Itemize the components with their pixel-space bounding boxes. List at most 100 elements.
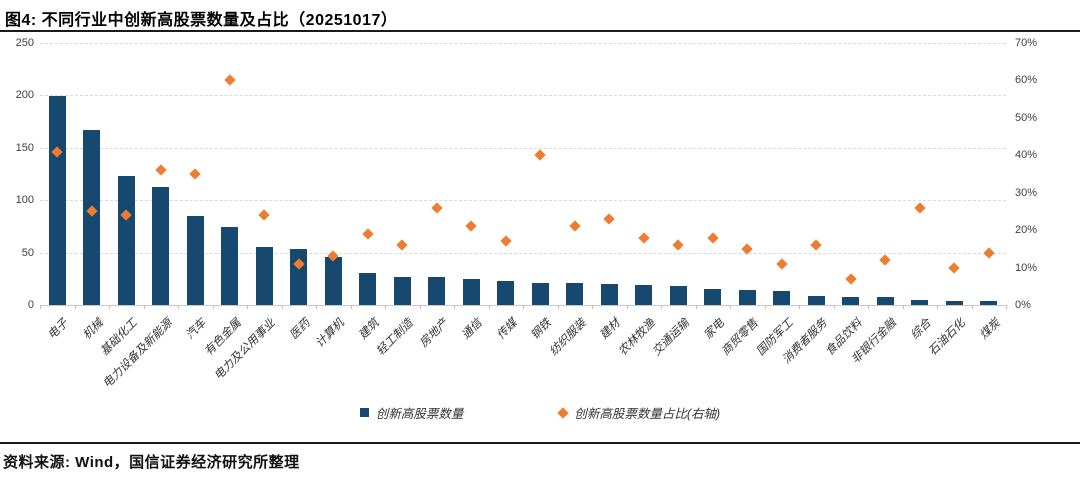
scatter-point	[396, 239, 408, 251]
scatter-point	[465, 220, 477, 233]
right-axis-tick-label: 30%	[1015, 186, 1038, 199]
bar	[566, 282, 584, 305]
x-axis-tick	[212, 305, 214, 309]
x-axis-tick	[1006, 305, 1007, 309]
plot-area	[40, 43, 1007, 309]
bar	[359, 272, 377, 305]
left-axis-tick-label: 200	[15, 89, 34, 102]
scatter-point	[155, 164, 167, 176]
bar	[255, 247, 273, 305]
x-axis-tick	[592, 305, 593, 309]
bar	[221, 227, 239, 305]
right-axis-tick-label: 70%	[1015, 37, 1038, 49]
gridline	[40, 200, 1006, 202]
x-axis-tick	[40, 305, 41, 309]
scatter-point	[362, 228, 374, 240]
right-axis-tick-label: 10%	[1015, 261, 1038, 274]
scatter-point	[707, 231, 719, 244]
x-axis-tick	[454, 305, 455, 309]
x-axis-tick	[178, 305, 179, 309]
x-axis-tick	[764, 305, 766, 309]
title-divider	[0, 30, 1080, 32]
x-axis-tick	[799, 305, 800, 309]
scatter-point	[845, 273, 857, 285]
scatter-point	[569, 220, 581, 233]
scatter-point	[776, 258, 788, 270]
gridline	[40, 43, 1006, 44]
scatter-series-marker-icon	[557, 406, 570, 419]
bar	[980, 300, 998, 305]
gridline	[40, 147, 1006, 149]
gridline	[40, 95, 1006, 97]
bar	[945, 300, 963, 305]
x-axis-tick	[109, 305, 110, 309]
source-note: 资料来源: Wind，国信证券经济研究所整理	[3, 454, 300, 471]
scatter-point	[189, 168, 201, 180]
x-axis-tick	[695, 305, 697, 309]
bar	[876, 296, 894, 305]
left-axis-tick-label: 0	[27, 299, 34, 311]
x-axis-tick	[350, 305, 352, 309]
x-axis-tick	[419, 305, 421, 309]
legend: 创新高股票数量 创新高股票数量占比(右轴)	[0, 403, 1080, 422]
x-axis-tick	[868, 305, 869, 309]
scatter-point	[224, 74, 236, 87]
scatter-point	[914, 202, 926, 214]
bar	[635, 285, 653, 305]
legend-label-bar-series: 创新高股票数量	[375, 407, 464, 421]
x-axis-tick	[937, 305, 938, 309]
x-axis-tick	[143, 305, 145, 309]
right-axis-tick-label: 50%	[1015, 111, 1038, 124]
scatter-point	[810, 239, 822, 251]
footer-divider	[0, 442, 1080, 444]
x-axis-tick	[902, 305, 904, 309]
gridline	[40, 252, 1006, 254]
bar	[842, 296, 860, 305]
x-axis-tick	[523, 305, 524, 309]
legend-label-scatter-series: 创新高股票数量占比(右轴)	[574, 407, 721, 421]
right-axis-tick-label: 0%	[1015, 299, 1031, 311]
bar	[600, 284, 618, 305]
bar	[704, 289, 722, 305]
scatter-point	[258, 209, 270, 221]
x-axis-tick	[316, 305, 317, 309]
right-axis-tick-label: 60%	[1015, 74, 1038, 87]
scatter-point	[879, 254, 891, 266]
x-axis-tick	[626, 305, 628, 309]
left-axis-tick-label: 250	[15, 37, 34, 49]
scatter-point	[603, 213, 615, 225]
bar	[83, 129, 101, 305]
x-axis-tick	[74, 305, 76, 309]
bar	[428, 276, 446, 305]
legend-item-bar-series: 创新高股票数量	[359, 403, 464, 422]
x-axis-tick	[488, 305, 490, 309]
bar	[738, 290, 756, 305]
bar	[462, 278, 480, 305]
bar	[911, 299, 929, 305]
bar	[497, 280, 515, 305]
bar	[531, 282, 549, 305]
left-axis-tick-label: 100	[15, 194, 34, 207]
chart: 0 50 100 150 200 250 0% 10% 20% 30% 40% 50% 60% 70% …	[15, 37, 1038, 391]
bar	[393, 276, 411, 305]
x-axis-tick	[661, 305, 662, 309]
bar	[117, 176, 135, 305]
scatter-point	[500, 235, 512, 248]
bar	[152, 186, 170, 305]
scatter-point	[431, 202, 443, 214]
figure-title: 图4: 不同行业中创新高股票数量及占比（20251017）	[5, 12, 398, 29]
left-axis-tick-label: 150	[15, 141, 34, 154]
x-axis-tick	[247, 305, 248, 309]
bar	[186, 215, 204, 305]
right-axis-tick-label: 40%	[1015, 149, 1038, 162]
bar	[807, 295, 825, 305]
right-axis-tick-label: 20%	[1015, 224, 1038, 237]
legend-item-scatter-series: 创新高股票数量占比(右轴)	[557, 403, 721, 422]
scatter-point	[948, 261, 960, 274]
x-axis-tick	[281, 305, 283, 309]
bar	[324, 256, 342, 305]
bar	[48, 96, 66, 305]
x-axis-tick	[971, 305, 973, 309]
scatter-point	[672, 239, 684, 251]
